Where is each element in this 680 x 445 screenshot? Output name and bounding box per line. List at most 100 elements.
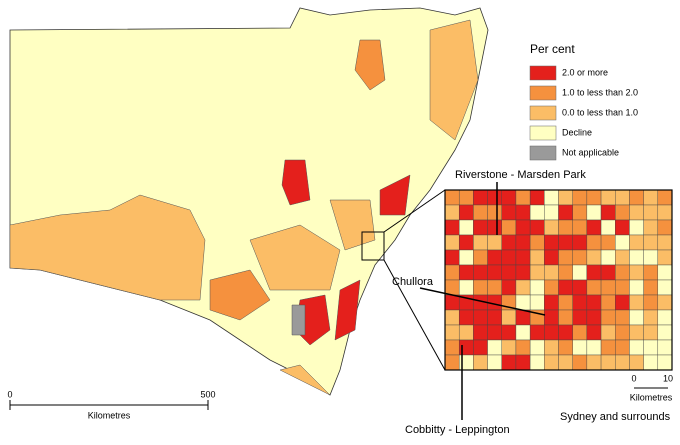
inset-region — [558, 354, 573, 371]
inset-region — [615, 264, 630, 281]
inset-region — [572, 264, 588, 281]
inset-region — [558, 219, 573, 236]
inset-region — [586, 189, 602, 206]
legend-label: 1.0 to less than 2.0 — [562, 87, 638, 97]
inset-region — [515, 294, 531, 311]
inset-region — [487, 324, 502, 341]
inset-region — [544, 189, 559, 206]
legend: 2.0 or more 1.0 to less than 2.0 0.0 to le… — [529, 65, 638, 161]
inset-region — [458, 324, 474, 341]
inset-region — [544, 309, 559, 326]
inset-region — [615, 204, 630, 221]
inset-region — [629, 324, 644, 341]
region — [354, 39, 386, 91]
legend-swatch — [529, 65, 557, 81]
inset-region — [515, 189, 531, 206]
inset-region — [473, 189, 488, 206]
inset-region — [586, 339, 602, 356]
inset-region — [629, 294, 644, 311]
inset-region — [501, 219, 517, 236]
inset-region — [586, 279, 602, 296]
inset-region — [501, 189, 517, 206]
inset-region — [600, 324, 616, 341]
inset-region — [615, 294, 630, 311]
inset-region — [501, 279, 517, 296]
inset-region — [643, 234, 659, 251]
inset-region — [458, 279, 474, 296]
inset-region — [473, 309, 488, 326]
label: Cobbitty - Leppington — [405, 424, 510, 436]
inset-region — [657, 324, 673, 341]
nsw-outline — [9, 7, 489, 396]
legend-label: 0.0 to less than 1.0 — [562, 107, 638, 117]
inset-region — [444, 249, 460, 266]
inset-region — [643, 189, 659, 206]
inset-region — [643, 309, 659, 326]
inset-region — [629, 339, 644, 356]
inset-region — [515, 234, 531, 251]
inset-region — [444, 264, 460, 281]
inset-region — [600, 249, 616, 266]
inset-region — [643, 324, 659, 341]
inset-region — [600, 189, 616, 206]
inset-region — [586, 204, 602, 221]
leader-line — [419, 287, 546, 316]
legend-swatch — [529, 125, 557, 141]
inset-region — [515, 324, 531, 341]
inset-region — [544, 324, 559, 341]
inset-region — [657, 294, 673, 311]
inset-region — [629, 309, 644, 326]
inset-region — [572, 324, 588, 341]
inset-region — [629, 204, 644, 221]
inset-region — [544, 249, 559, 266]
scale-label: 10 — [663, 373, 673, 383]
inset-region — [444, 309, 460, 326]
inset-region — [615, 354, 630, 371]
region — [279, 364, 331, 396]
inset-region — [600, 204, 616, 221]
inset-region — [586, 219, 602, 236]
inset-region — [515, 249, 531, 266]
inset-region — [643, 354, 659, 371]
inset-region — [458, 219, 474, 236]
inset-region — [473, 249, 488, 266]
region — [379, 174, 411, 216]
inset-region — [572, 189, 588, 206]
inset-region — [544, 279, 559, 296]
inset-region — [501, 309, 517, 326]
inset-region — [544, 219, 559, 236]
inset-region — [444, 234, 460, 251]
inset-region — [444, 279, 460, 296]
regions — [9, 19, 479, 396]
inset-region — [572, 204, 588, 221]
scale-label: 0 — [631, 373, 636, 383]
legend-label: Not applicable — [562, 147, 619, 157]
inset-region — [600, 234, 616, 251]
legend-swatch — [529, 145, 557, 161]
inset-region — [487, 339, 502, 356]
region — [209, 269, 271, 321]
inset-region — [473, 219, 488, 236]
inset-region — [643, 279, 659, 296]
inset-region — [657, 219, 673, 236]
legend-swatch — [529, 85, 557, 101]
inset-region — [572, 339, 588, 356]
inset-region — [544, 234, 559, 251]
inset-region — [600, 354, 616, 371]
inset-region — [487, 354, 502, 371]
region — [281, 159, 311, 206]
inset-region — [487, 279, 502, 296]
inset-region — [657, 249, 673, 266]
inset-region — [572, 249, 588, 266]
inset-region — [473, 264, 488, 281]
inset-region — [473, 339, 488, 356]
inset-region — [529, 249, 545, 266]
legend-title: Per cent — [530, 42, 575, 56]
inset-region — [558, 294, 573, 311]
label: Riverstone - Marsden Park — [455, 169, 586, 181]
inset-region — [586, 249, 602, 266]
legend-label: 2.0 or more — [562, 67, 608, 77]
inset-region — [487, 264, 502, 281]
inset-region — [600, 219, 616, 236]
